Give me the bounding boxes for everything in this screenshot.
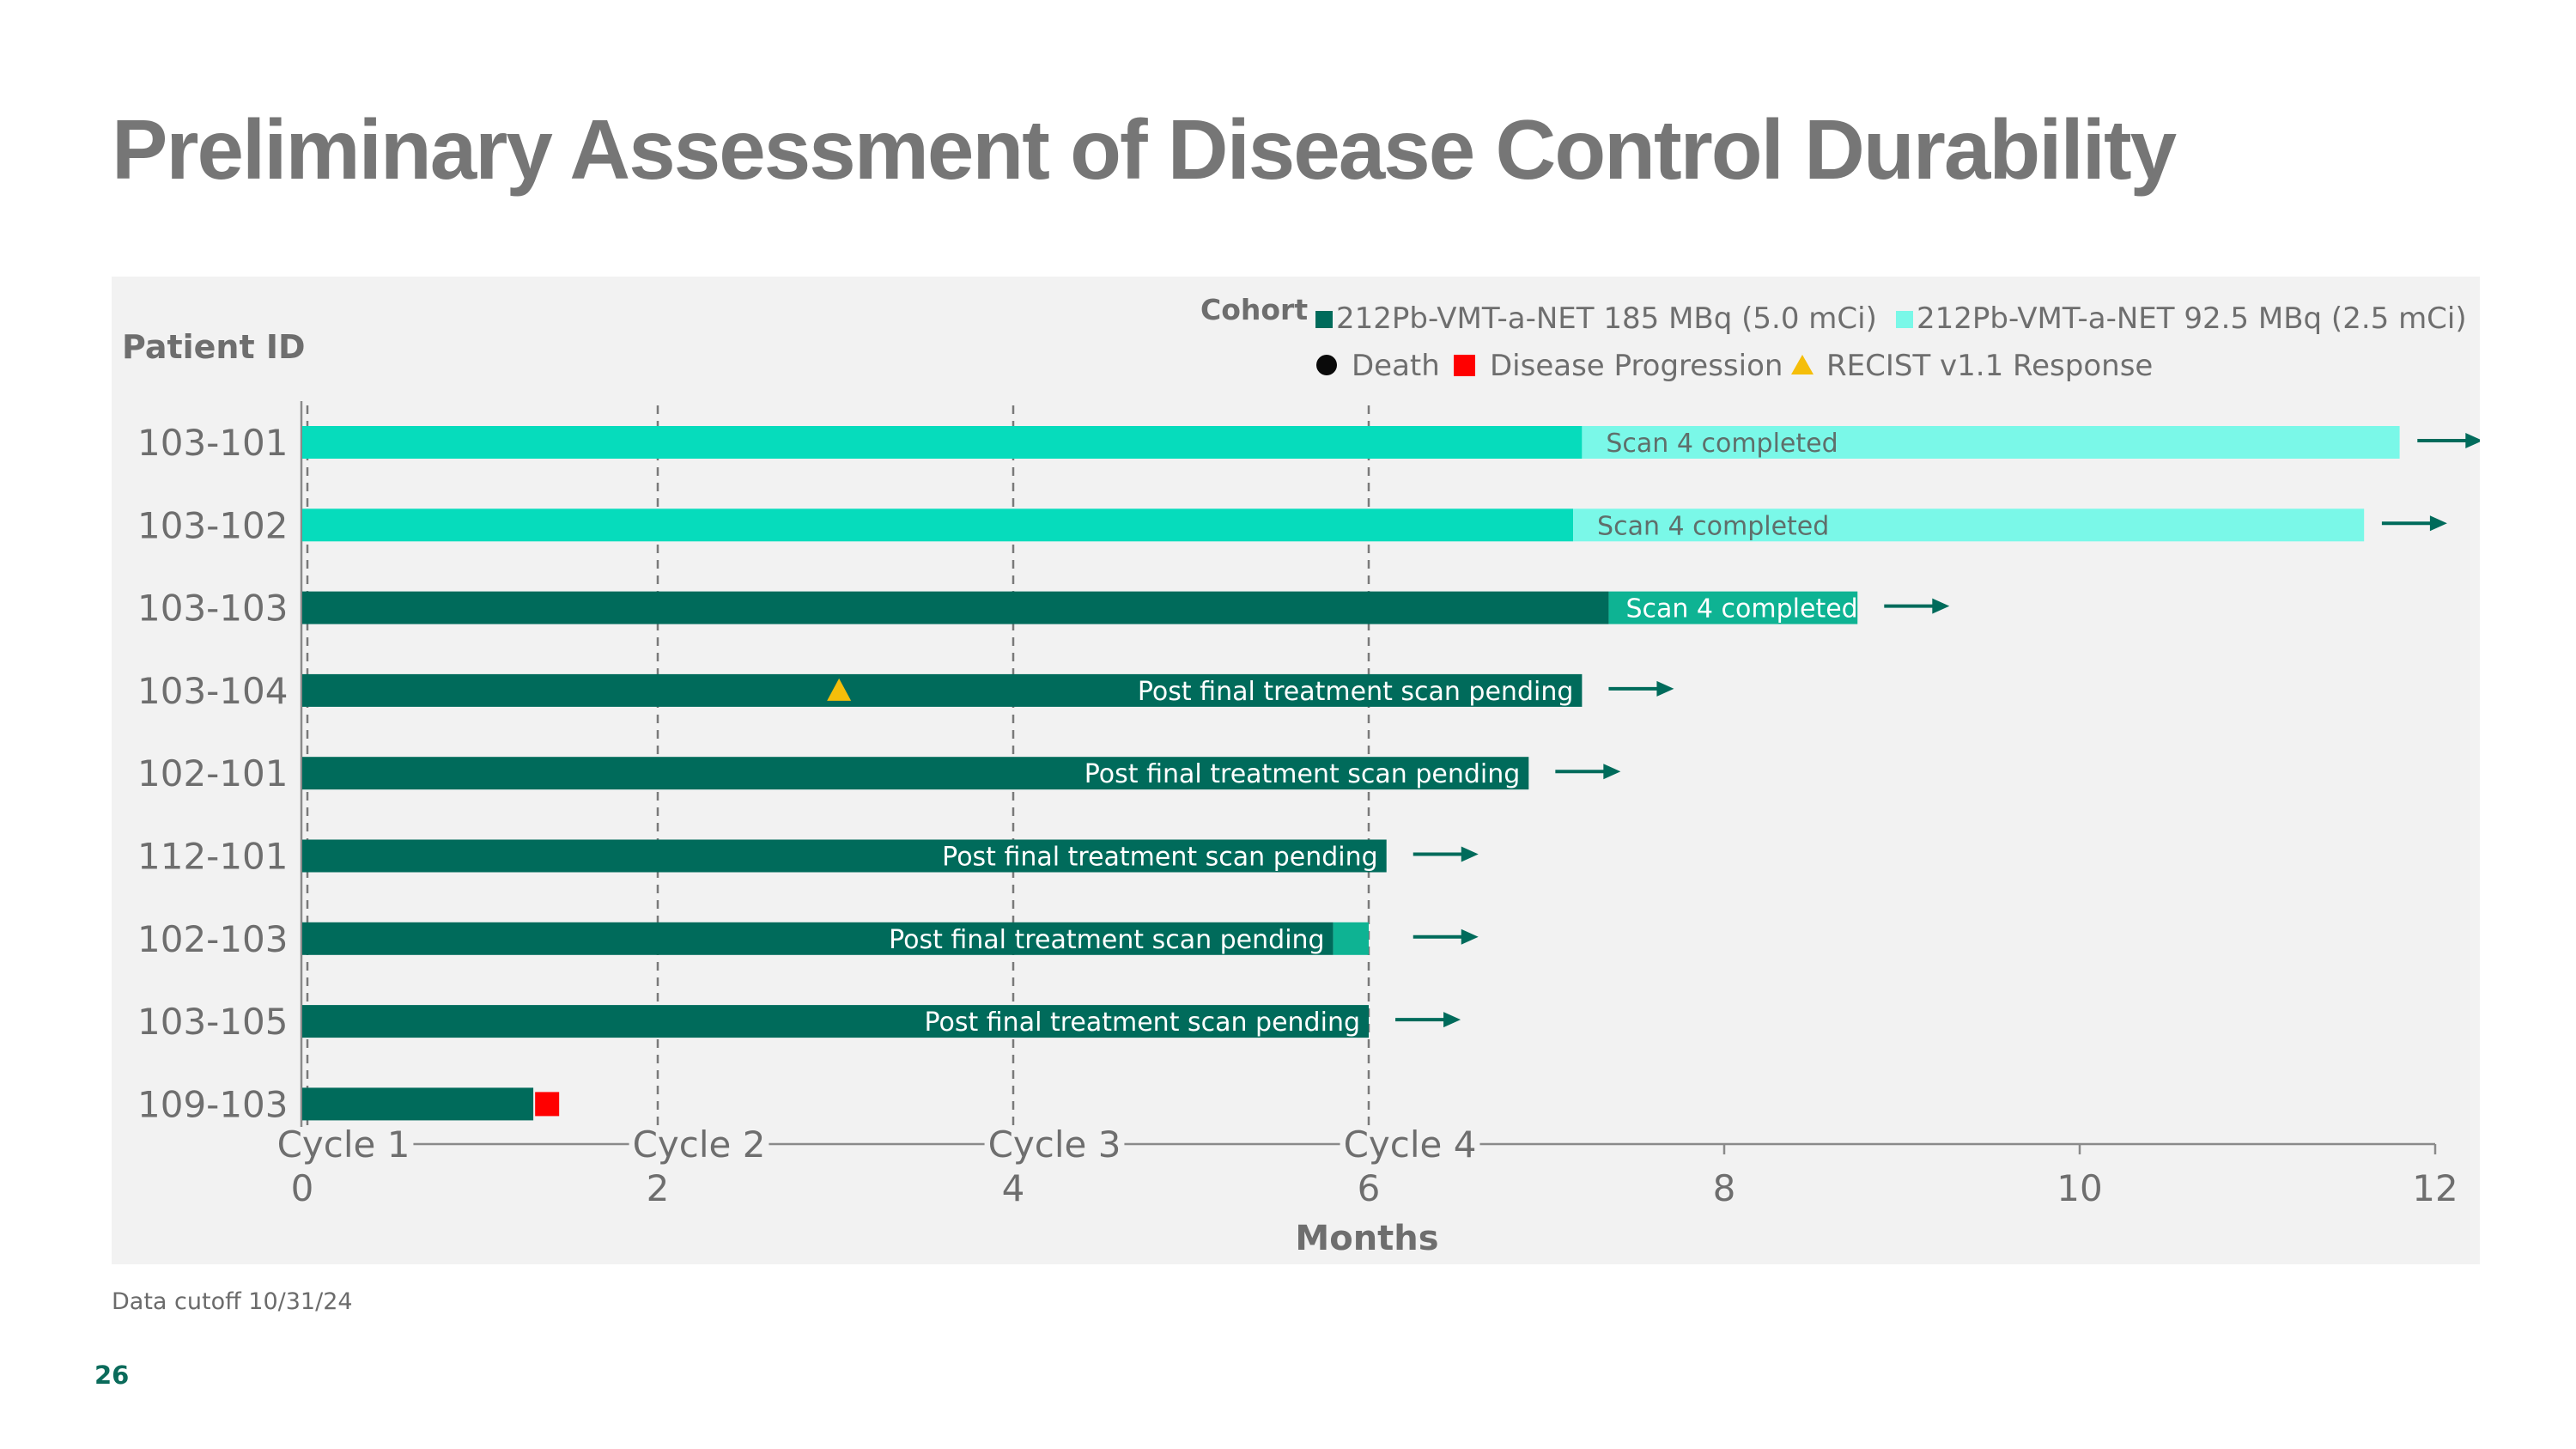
x-axis-title: Months — [1295, 1219, 1438, 1258]
bar-annotation: Post final treatment scan pending — [1138, 677, 1574, 707]
patient-id-label: 103-104 — [137, 670, 289, 712]
swim-bar — [302, 591, 1609, 624]
page-title: Preliminary Assessment of Disease Contro… — [112, 102, 2177, 197]
bar-annotation: Scan 4 completed — [1625, 594, 1857, 624]
swim-bar — [302, 673, 1583, 707]
bar-annotation: Scan 4 completed — [1606, 429, 1838, 459]
data-cutoff-note: Data cutoff 10/31/24 — [112, 1288, 353, 1315]
swim-bar — [302, 757, 1529, 790]
x-tick-label: 0 — [291, 1167, 314, 1209]
cycle-label: Cycle 2 — [633, 1123, 766, 1166]
x-tick-label: 4 — [1002, 1167, 1025, 1209]
legend-swatch-92-5 — [1896, 311, 1913, 328]
patient-id-label: 109-103 — [137, 1083, 289, 1125]
ongoing-arrow-icon — [2429, 515, 2447, 532]
ongoing-arrow-icon — [1461, 928, 1479, 945]
ongoing-arrow-icon — [1461, 846, 1479, 862]
legend-label-185: 212Pb-VMT-a-NET 185 MBq (5.0 mCi) — [1336, 301, 1877, 336]
swim-bar — [302, 1005, 1369, 1038]
patient-id-label: 102-103 — [137, 918, 289, 960]
legend-label-92-5: 212Pb-VMT-a-NET 92.5 MBq (2.5 mCi) — [1917, 301, 2467, 336]
progression-legend-icon — [1454, 355, 1475, 376]
progression-marker-icon — [535, 1092, 560, 1117]
legend-label-death: Death — [1352, 349, 1440, 383]
legend-swatch-185 — [1315, 311, 1333, 328]
cycle-label: Cycle 3 — [988, 1123, 1121, 1166]
cycle-label-bg — [1340, 1127, 1480, 1162]
swim-bar — [302, 426, 1583, 459]
patient-id-label: 103-102 — [137, 504, 289, 546]
cycle-label-bg — [273, 1127, 414, 1162]
swimmer-chart: Patient ID Cohort 212Pb-VMT-a-NET 185 MBq … — [122, 293, 2480, 1258]
swim-bar — [302, 922, 1334, 955]
swim-bar-extension — [1608, 591, 1858, 624]
patient-id-label: 112-101 — [137, 836, 289, 878]
swim-bar-extension — [1573, 508, 2365, 542]
bar-annotation: Post final treatment scan pending — [924, 1008, 1360, 1038]
response-legend-icon — [1791, 355, 1814, 374]
cycle-label: Cycle 4 — [1344, 1123, 1477, 1166]
patient-id-label: 103-105 — [137, 1001, 289, 1043]
x-tick-label: 12 — [2412, 1167, 2458, 1209]
response-marker-icon — [827, 678, 852, 701]
patient-id-label: 102-101 — [137, 752, 289, 795]
ongoing-arrow-icon — [1603, 764, 1621, 780]
swim-bar — [302, 1087, 534, 1121]
ongoing-arrow-icon — [1932, 598, 1950, 614]
y-axis-title: Patient ID — [122, 328, 306, 366]
x-tick-label: 2 — [647, 1167, 670, 1209]
legend-label-progression: Disease Progression — [1490, 349, 1783, 383]
bar-annotation: Post final treatment scan pending — [1084, 759, 1521, 789]
bar-annotation: Post final treatment scan pending — [942, 843, 1378, 873]
swim-bar — [302, 508, 1574, 542]
ongoing-arrow-icon — [1443, 1012, 1461, 1028]
swim-bar-extension — [1582, 426, 2400, 459]
patient-id-label: 103-101 — [137, 422, 289, 464]
cycle-label-bg — [629, 1127, 769, 1162]
x-tick-label: 10 — [2057, 1167, 2102, 1209]
ongoing-arrow-icon — [2465, 433, 2480, 448]
bar-annotation: Post final treatment scan pending — [889, 925, 1325, 955]
death-legend-icon — [1316, 355, 1337, 375]
bar-annotation: Scan 4 completed — [1597, 511, 1829, 541]
x-tick-label: 8 — [1713, 1167, 1736, 1209]
page-number: 26 — [94, 1361, 130, 1390]
legend-title: Cohort — [1200, 293, 1308, 326]
swim-bar — [302, 839, 1387, 873]
x-tick-label: 6 — [1358, 1167, 1381, 1209]
cycle-label-bg — [984, 1127, 1125, 1162]
legend-label-response: RECIST v1.1 Response — [1826, 349, 2153, 383]
swim-bar-extension — [1333, 922, 1369, 955]
patient-id-label: 103-103 — [137, 588, 289, 630]
ongoing-arrow-icon — [1656, 680, 1674, 697]
cycle-label: Cycle 1 — [277, 1123, 410, 1166]
chart-panel: Patient ID Cohort 212Pb-VMT-a-NET 185 MBq … — [112, 277, 2480, 1264]
